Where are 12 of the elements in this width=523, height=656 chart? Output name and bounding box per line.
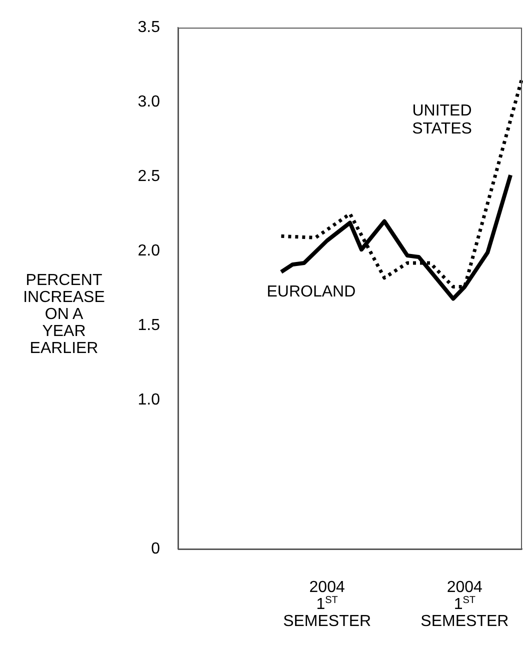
y-tick-label: 1.5 [138, 316, 160, 334]
y-tick-label: 3.5 [138, 19, 160, 36]
y-tick-label: 2.5 [138, 168, 160, 185]
x-tick-label: 2004 1$^{ST}$ SEMESTER [420, 579, 509, 630]
x-tick-label: 2004 1$^{ST}$ SEMESTER [283, 579, 372, 630]
y-tick-label: 3.0 [138, 93, 160, 110]
y-tick-label: 2.0 [138, 242, 160, 260]
y-axis-title: PERCENT INCREASE ON A YEAR EARLIER [22, 272, 106, 357]
text: UNITED STATES [412, 102, 472, 138]
y-tick-label: 1.0 [138, 391, 160, 408]
y-tick-label: 0 [151, 540, 160, 558]
series-label: EUROLAND [266, 283, 356, 300]
